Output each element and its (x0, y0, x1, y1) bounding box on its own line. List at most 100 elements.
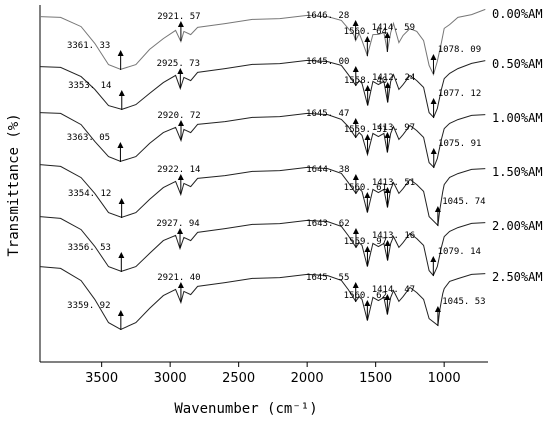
peak-arrowhead (177, 68, 184, 74)
peak-label: 3363. 05 (67, 133, 110, 143)
peak-label: 1078. 09 (438, 45, 481, 55)
x-tick-label: 1000 (428, 371, 461, 386)
peak-label: 1559. 31 (344, 125, 387, 135)
peak-label: 1559. 97 (344, 237, 387, 247)
series-name-label: 2.00%AM (492, 219, 543, 233)
peak-arrowhead (384, 132, 391, 138)
peak-label: 2925. 73 (157, 59, 200, 69)
peak-label: 1560. 61 (344, 183, 387, 193)
x-tick-label: 3000 (154, 371, 187, 386)
peak-label: 1075. 91 (438, 139, 481, 149)
series-name-label: 2.50%AM (492, 270, 543, 284)
x-tick-label: 1500 (359, 371, 392, 386)
peak-arrowhead (430, 98, 437, 104)
peak-label: 1645. 55 (306, 273, 349, 283)
peak-label: 1414. 47 (372, 285, 415, 295)
peak-arrowhead (352, 66, 359, 72)
peak-arrowhead (430, 54, 437, 60)
peak-label: 1045. 74 (442, 197, 485, 207)
peak-arrowhead (384, 294, 391, 300)
series-line (39, 266, 486, 330)
peak-arrowhead (177, 174, 184, 180)
peak-label: 2920. 72 (157, 111, 200, 121)
peak-label: 1643. 62 (306, 219, 349, 229)
x-tick-label: 2500 (222, 371, 255, 386)
peak-arrowhead (352, 282, 359, 288)
peak-label: 3356. 53 (68, 243, 111, 253)
series-name-label: 0.00%AM (492, 7, 543, 21)
peak-arrowhead (434, 206, 441, 212)
peak-arrowhead (352, 228, 359, 234)
series-name-label: 0.50%AM (492, 57, 543, 71)
peak-label: 3354. 12 (68, 189, 111, 199)
peak-arrowhead (364, 246, 371, 252)
peak-label: 1413. 51 (372, 178, 415, 188)
peak-arrowhead (352, 118, 359, 124)
peak-label: 3361. 33 (67, 41, 110, 51)
peak-label: 2921. 57 (157, 12, 200, 22)
peak-label: 3359. 92 (67, 301, 110, 311)
peak-label: 2927. 94 (156, 219, 199, 229)
peak-label: 1646. 28 (306, 11, 349, 21)
peak-arrowhead (118, 90, 125, 96)
peak-arrowhead (177, 282, 184, 288)
peak-arrowhead (430, 148, 437, 154)
peak-label: 1077. 12 (438, 89, 481, 99)
peak-arrowhead (177, 228, 184, 234)
peak-arrowhead (384, 82, 391, 88)
peak-arrowhead (364, 85, 371, 91)
series-name-label: 1.50%AM (492, 165, 543, 179)
peak-arrowhead (352, 174, 359, 180)
series-line (39, 216, 486, 277)
peak-arrowhead (364, 300, 371, 306)
peak-label: 1558. 40 (344, 76, 387, 86)
peak-label: 1560. 64 (344, 27, 387, 37)
peak-label: 3353. 14 (68, 81, 111, 91)
peak-arrowhead (384, 187, 391, 193)
peak-arrowhead (117, 142, 124, 148)
peak-label: 1045. 53 (442, 297, 485, 307)
plot-frame (39, 5, 488, 363)
peak-label: 1414. 59 (372, 23, 415, 33)
x-axis-ticks: 3500 3000 2500 2000 1500 1000 (85, 362, 461, 386)
peak-arrowhead (364, 192, 371, 198)
y-axis-label: Transmittance (%) (6, 113, 22, 256)
series-name-label: 1.00%AM (492, 111, 543, 125)
series-line (39, 59, 486, 119)
peak-label: 1560. 62 (344, 291, 387, 301)
peak-arrowhead (352, 20, 359, 26)
peak-label: 1413. 16 (372, 231, 415, 241)
x-axis-label: Wavenumber (cm⁻¹) (174, 401, 317, 417)
peak-arrowhead (384, 32, 391, 38)
peak-arrowhead (117, 310, 124, 316)
peak-label: 1079. 14 (438, 247, 481, 257)
peak-arrowhead (178, 120, 185, 126)
x-tick-label: 3500 (85, 371, 118, 386)
peak-label: 1644. 38 (306, 165, 349, 175)
x-tick-label: 2000 (291, 371, 324, 386)
peak-label: 2921. 40 (157, 273, 200, 283)
peak-label: 1645. 00 (306, 57, 349, 67)
peak-arrowhead (118, 198, 125, 204)
peak-arrowhead (364, 134, 371, 140)
peak-arrowhead (434, 306, 441, 312)
peak-label: 2922. 14 (157, 165, 200, 175)
series-line (39, 8, 486, 77)
peak-label: 1413. 97 (372, 123, 415, 133)
peak-arrowhead (430, 256, 437, 262)
peak-label: 1645. 47 (306, 109, 349, 119)
peak-label: 1412. 24 (372, 73, 415, 83)
peak-arrowhead (364, 36, 371, 42)
series-line (39, 164, 486, 227)
peak-arrowhead (384, 240, 391, 246)
series-line (39, 112, 486, 169)
peak-arrowhead (118, 252, 125, 258)
